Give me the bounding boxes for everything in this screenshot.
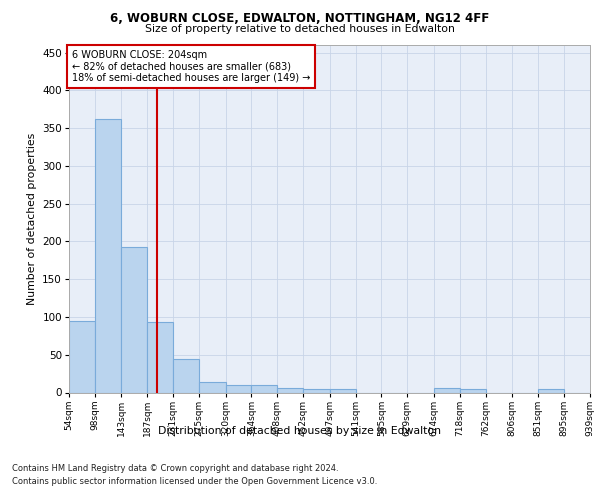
Text: Size of property relative to detached houses in Edwalton: Size of property relative to detached ho… xyxy=(145,24,455,34)
Bar xyxy=(226,385,251,392)
Bar xyxy=(199,382,226,392)
Bar xyxy=(251,385,277,392)
Y-axis label: Number of detached properties: Number of detached properties xyxy=(27,132,37,305)
Text: Distribution of detached houses by size in Edwalton: Distribution of detached houses by size … xyxy=(158,426,442,436)
Bar xyxy=(121,246,147,392)
Text: 6 WOBURN CLOSE: 204sqm
← 82% of detached houses are smaller (683)
18% of semi-de: 6 WOBURN CLOSE: 204sqm ← 82% of detached… xyxy=(71,50,310,84)
Bar xyxy=(69,320,95,392)
Bar xyxy=(277,388,303,392)
Bar xyxy=(147,322,173,392)
Text: Contains public sector information licensed under the Open Government Licence v3: Contains public sector information licen… xyxy=(12,477,377,486)
Text: Contains HM Land Registry data © Crown copyright and database right 2024.: Contains HM Land Registry data © Crown c… xyxy=(12,464,338,473)
Bar xyxy=(434,388,460,392)
Bar xyxy=(329,390,356,392)
Bar xyxy=(538,390,564,392)
Text: 6, WOBURN CLOSE, EDWALTON, NOTTINGHAM, NG12 4FF: 6, WOBURN CLOSE, EDWALTON, NOTTINGHAM, N… xyxy=(110,12,490,26)
Bar xyxy=(95,119,121,392)
Bar xyxy=(303,390,329,392)
Bar xyxy=(173,360,199,392)
Bar xyxy=(460,388,485,392)
